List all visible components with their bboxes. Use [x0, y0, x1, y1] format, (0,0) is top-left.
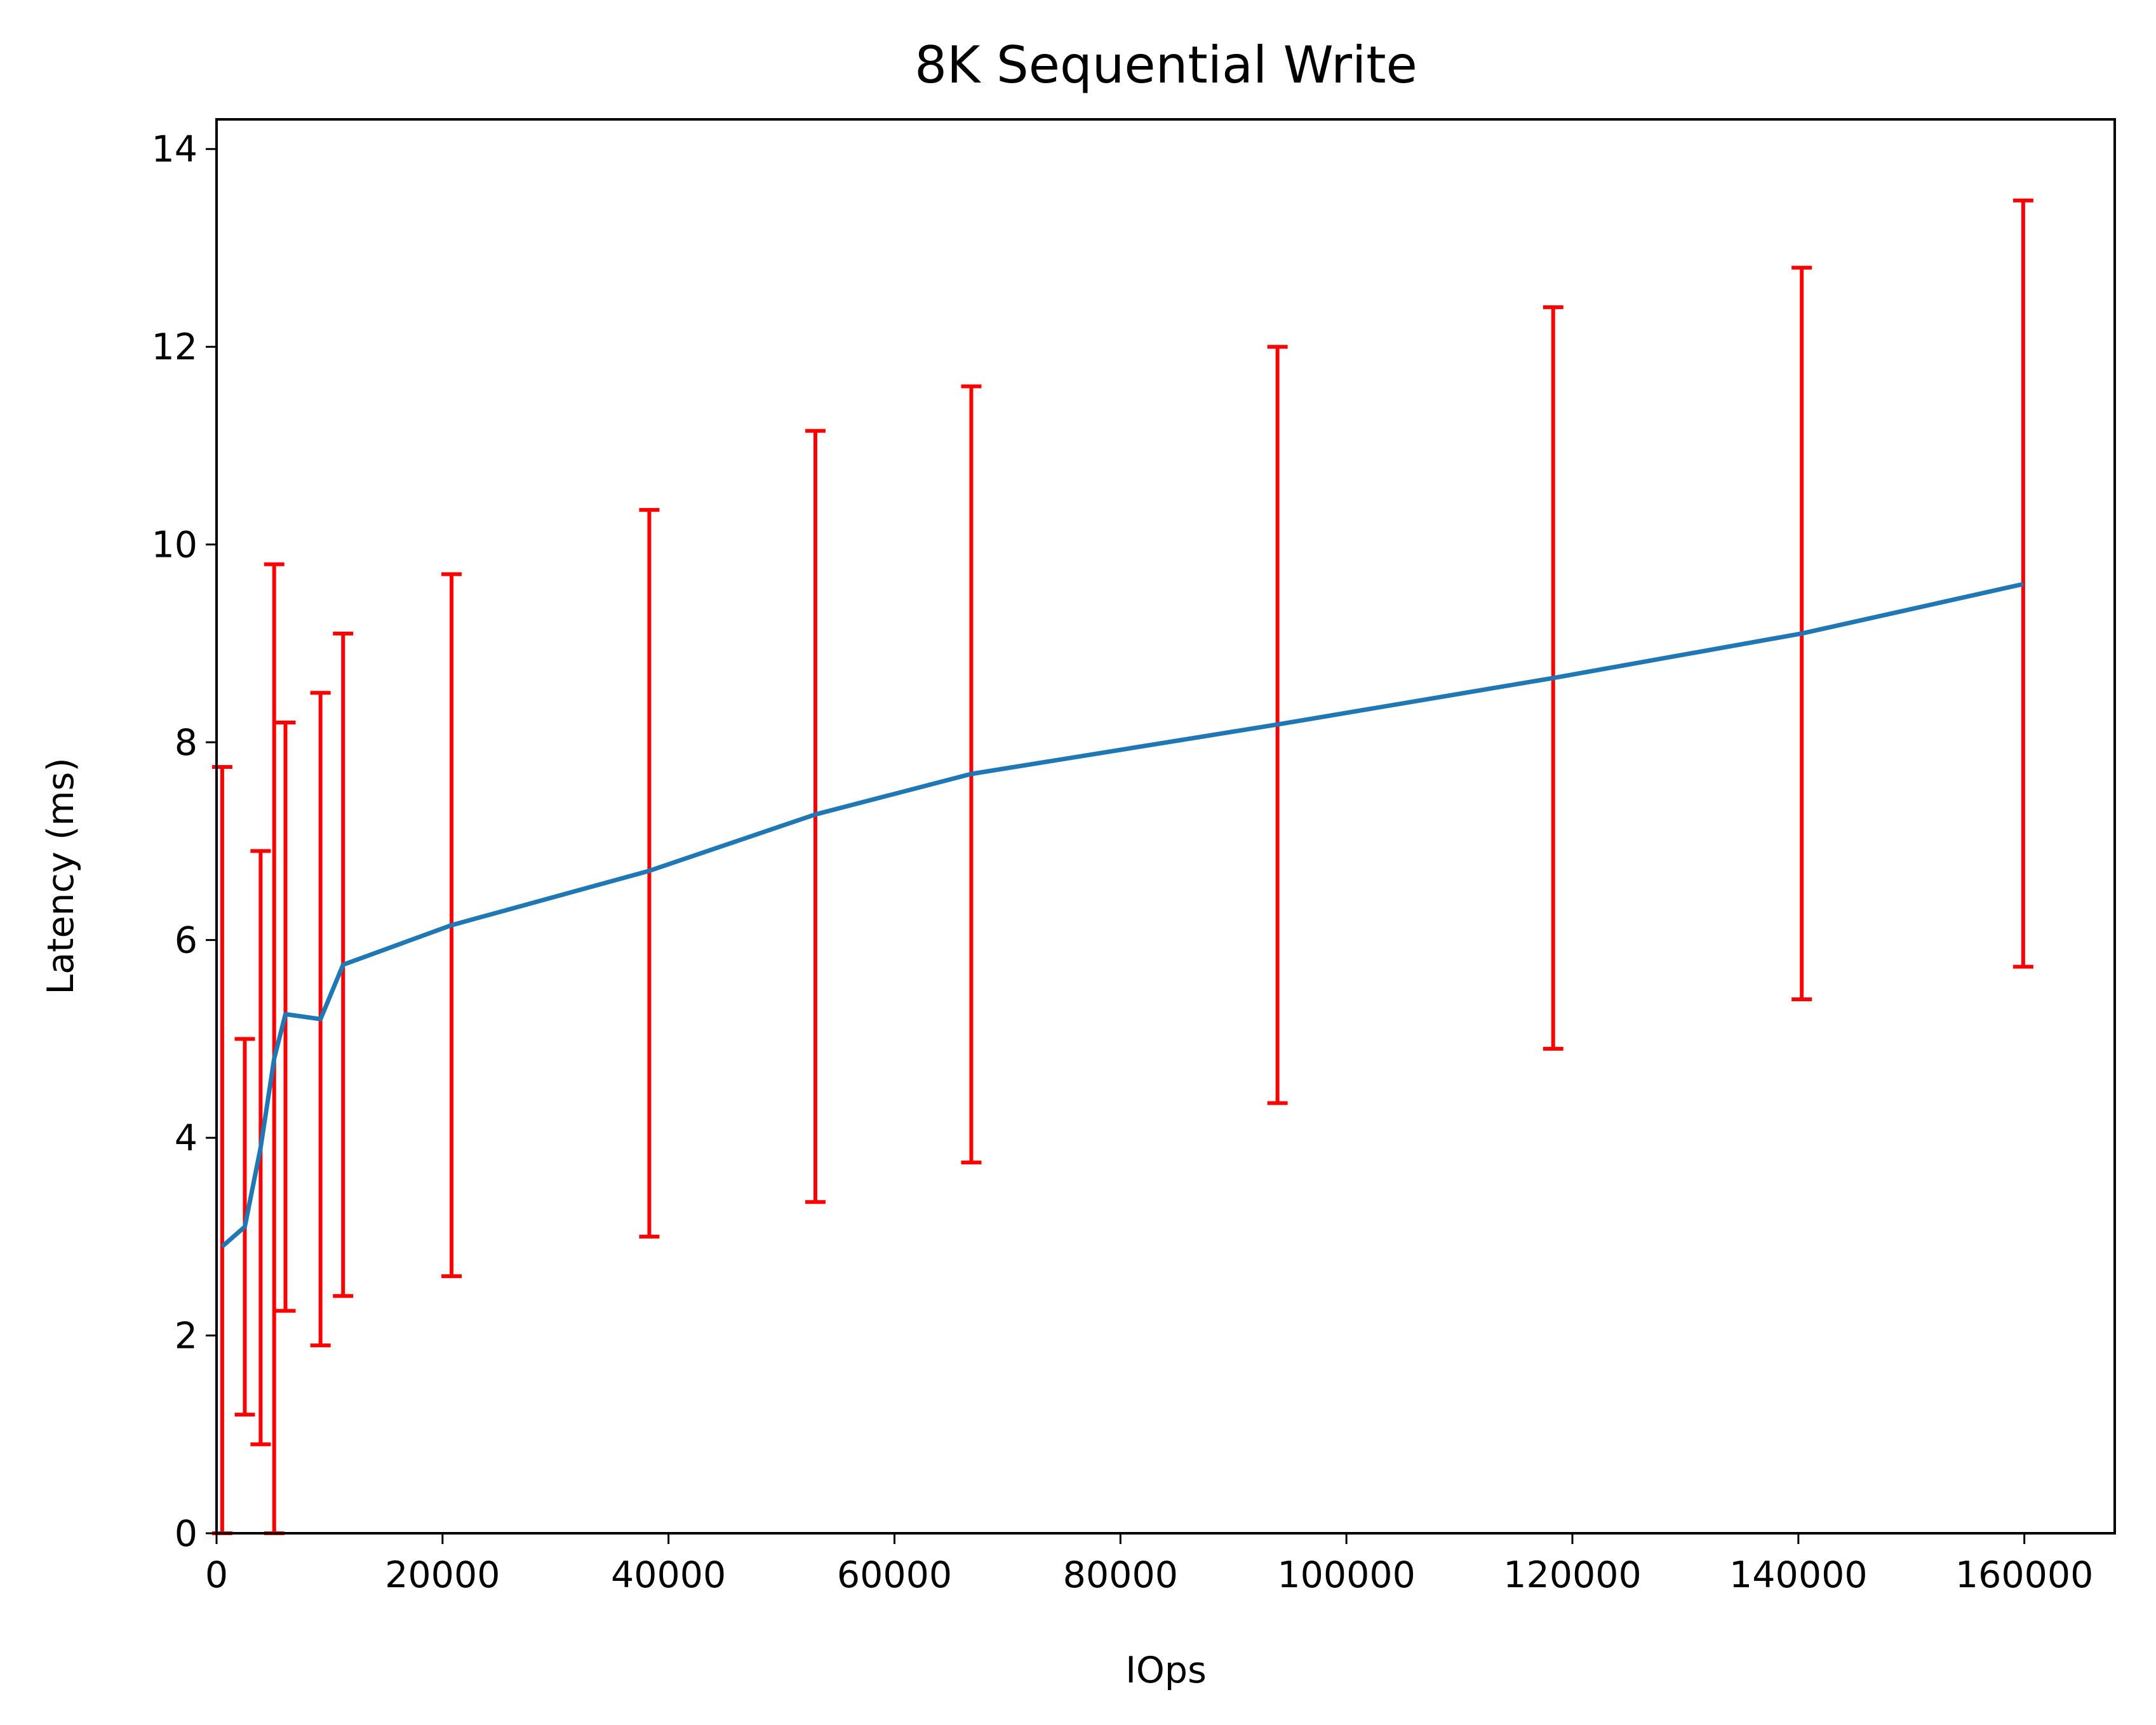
y-tick-label: 4 [175, 1117, 198, 1159]
plot-area [211, 198, 2033, 1535]
y-axis: 0 2 4 6 8 10 12 14 [151, 129, 217, 1555]
data-point [648, 870, 650, 872]
y-tick-label: 10 [151, 524, 198, 566]
x-axis: 0 20000 40000 60000 80000 100000 120000 140000 1… [205, 1533, 2094, 1596]
y-tick-label: 8 [175, 722, 198, 764]
data-point [342, 964, 344, 966]
data-point [320, 1018, 321, 1020]
x-tick-label: 20000 [385, 1554, 500, 1596]
x-tick-label: 0 [205, 1554, 228, 1596]
x-tick-label: 60000 [837, 1554, 952, 1596]
error-bar [2012, 198, 2033, 969]
y-axis-label: Latency (ms) [40, 757, 82, 994]
axes-frame [215, 118, 2116, 1535]
x-tick-label: 140000 [1729, 1554, 1868, 1596]
x-tick-label: 80000 [1063, 1554, 1178, 1596]
x-axis-label: IOps [1125, 1649, 1207, 1691]
x-tick-label: 100000 [1277, 1554, 1416, 1596]
data-point [1277, 724, 1278, 725]
x-tick-label: 160000 [1955, 1554, 2094, 1596]
x-tick-label: 120000 [1503, 1554, 1642, 1596]
y-tick-label: 6 [175, 920, 198, 962]
error-bar [639, 508, 660, 1239]
data-point [260, 1147, 261, 1149]
y-tick-label: 12 [151, 326, 198, 368]
data-point [285, 1013, 286, 1015]
x-tick-label: 40000 [611, 1554, 726, 1596]
data-point [970, 773, 972, 775]
chart-title: 8K Sequential Write [914, 36, 1417, 95]
series-line-group [220, 582, 2024, 1249]
y-tick-label: 14 [151, 129, 198, 171]
y-tick-label: 2 [175, 1315, 198, 1357]
y-tick-label: 0 [175, 1513, 198, 1555]
